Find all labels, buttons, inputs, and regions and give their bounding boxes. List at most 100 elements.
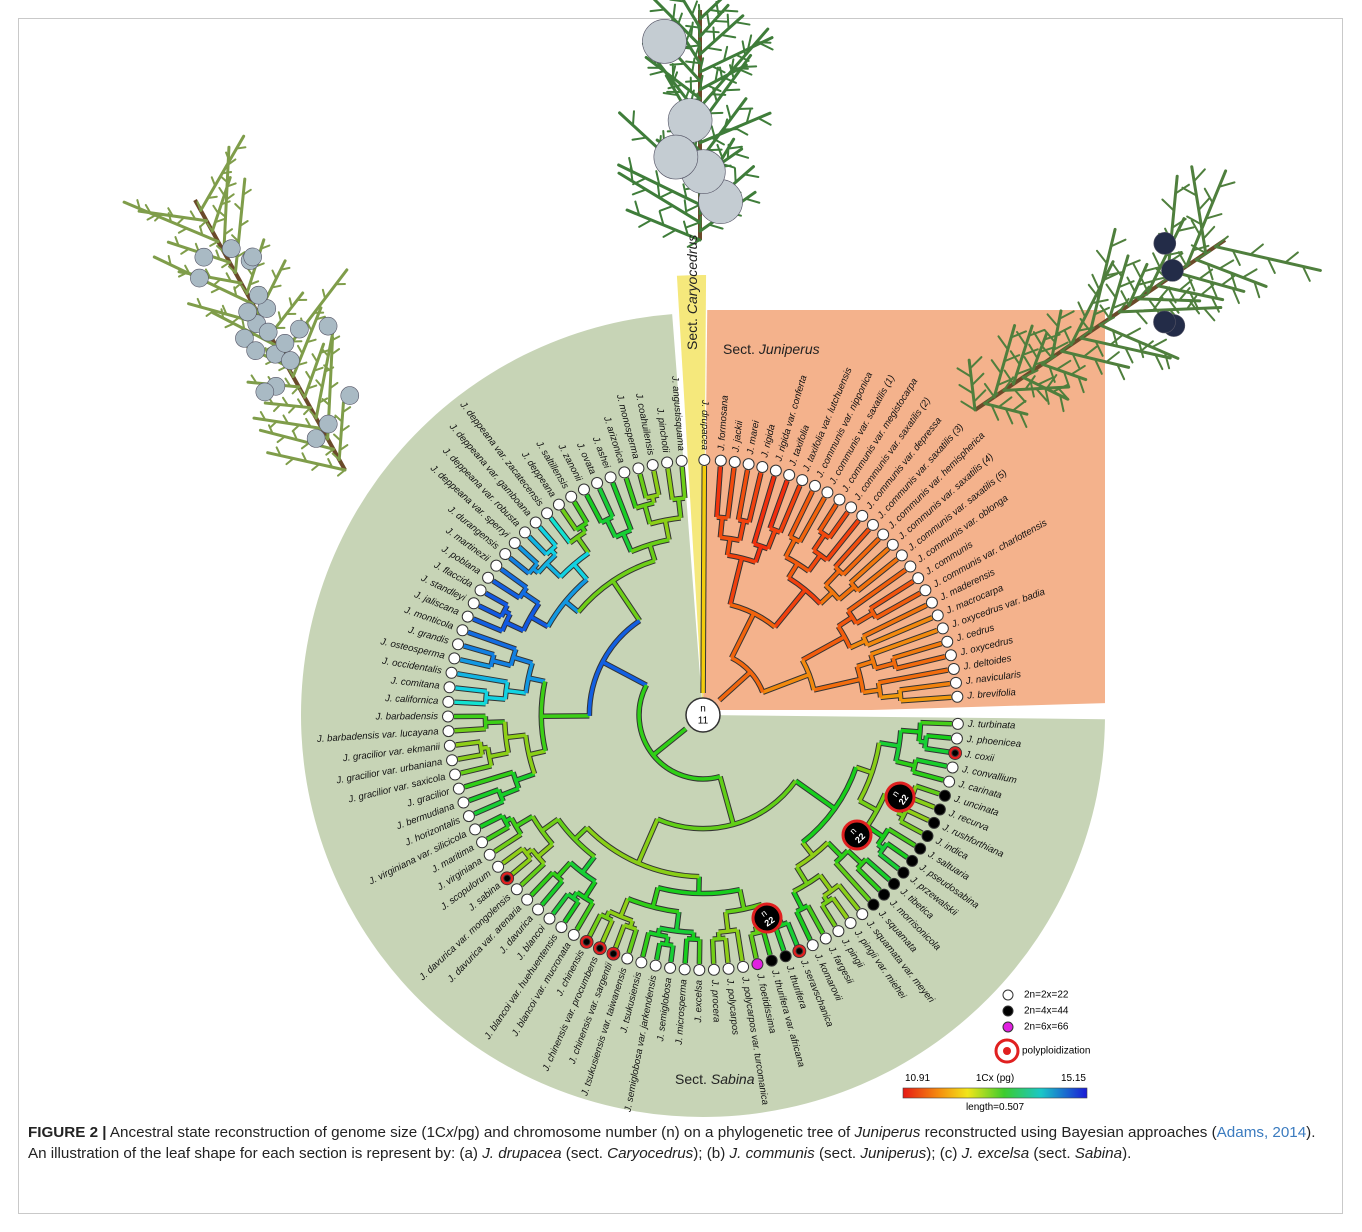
twig — [1013, 388, 1027, 403]
node-label: n — [890, 789, 901, 799]
branch — [787, 562, 799, 579]
twig — [1161, 198, 1175, 212]
scale-length: length=0.507 — [966, 1102, 1025, 1113]
tip-label: J. brevifolia — [966, 687, 1016, 702]
twig — [656, 182, 661, 199]
twig — [321, 288, 327, 300]
branch — [891, 657, 898, 669]
twig — [1177, 251, 1188, 268]
twig — [658, 204, 674, 212]
twig — [235, 146, 247, 150]
twig — [301, 452, 308, 463]
twig — [699, 216, 702, 233]
caption-text: ). An illustration of the leaf shape for… — [28, 1124, 1316, 1162]
tip — [878, 888, 891, 901]
twig — [1051, 383, 1069, 393]
tip — [503, 874, 511, 883]
tip-label: J. comitana — [389, 675, 440, 691]
caption-text: ); (c) — [926, 1145, 962, 1162]
twig — [735, 53, 750, 62]
branch — [761, 930, 772, 956]
tip — [518, 526, 531, 539]
twig — [1136, 279, 1155, 286]
tip — [462, 810, 475, 823]
branch — [870, 628, 938, 657]
twig — [1021, 348, 1039, 356]
twig — [745, 108, 752, 124]
twig — [311, 463, 321, 471]
twig — [285, 457, 295, 466]
twig — [685, 221, 701, 229]
twig — [1231, 249, 1241, 266]
twig — [281, 396, 289, 407]
branch — [527, 535, 548, 556]
twig — [1087, 283, 1100, 299]
branch — [798, 496, 827, 543]
twig — [691, 0, 698, 16]
legend-swatch — [1002, 1021, 1014, 1033]
tip — [591, 477, 604, 490]
branch — [611, 482, 633, 531]
twig — [315, 315, 326, 321]
tip — [783, 469, 796, 482]
branch — [652, 470, 661, 496]
twig — [221, 170, 233, 175]
branch — [468, 788, 500, 803]
tip — [582, 938, 591, 946]
tip — [938, 789, 951, 802]
tip — [931, 609, 944, 622]
polyploidization-node: n22 — [841, 819, 873, 851]
tip — [919, 584, 932, 597]
twig — [997, 396, 1013, 409]
tip — [833, 493, 846, 506]
branch — [716, 515, 728, 520]
legend-ring-inner — [1003, 1047, 1011, 1055]
berry — [340, 386, 360, 405]
tip — [943, 775, 956, 788]
branch — [546, 578, 589, 628]
tip — [779, 950, 792, 963]
branch — [856, 557, 899, 593]
twig — [1099, 316, 1116, 326]
twig — [296, 361, 308, 367]
twig — [146, 214, 157, 221]
tip — [521, 893, 534, 906]
branch — [768, 480, 789, 529]
branch — [493, 832, 522, 853]
twig — [747, 34, 753, 51]
branch — [812, 533, 826, 552]
branch — [766, 529, 777, 550]
branch — [501, 847, 524, 865]
twig — [726, 143, 730, 160]
tip — [844, 916, 857, 929]
branch — [485, 720, 505, 725]
branch — [464, 770, 514, 789]
twig — [1120, 290, 1130, 307]
twig — [1168, 298, 1180, 314]
tip — [474, 584, 487, 597]
branch — [801, 841, 815, 857]
branch — [479, 814, 504, 829]
branch — [599, 913, 613, 922]
tip — [769, 464, 782, 477]
branch — [585, 826, 700, 879]
branch — [723, 938, 730, 963]
node-count: 22 — [763, 915, 777, 929]
branch — [855, 665, 865, 693]
color-bar — [902, 1087, 1088, 1099]
twig — [210, 176, 217, 187]
twig — [221, 304, 228, 316]
twig — [282, 414, 289, 425]
branch — [672, 496, 685, 502]
twig — [1178, 287, 1191, 302]
twig — [733, 152, 750, 159]
twig — [324, 366, 335, 373]
twig — [1046, 313, 1059, 328]
branch — [652, 727, 687, 757]
branch — [674, 911, 681, 932]
twig — [1116, 363, 1126, 381]
twig — [205, 309, 215, 317]
twig — [1094, 358, 1103, 375]
twig — [662, 229, 677, 238]
